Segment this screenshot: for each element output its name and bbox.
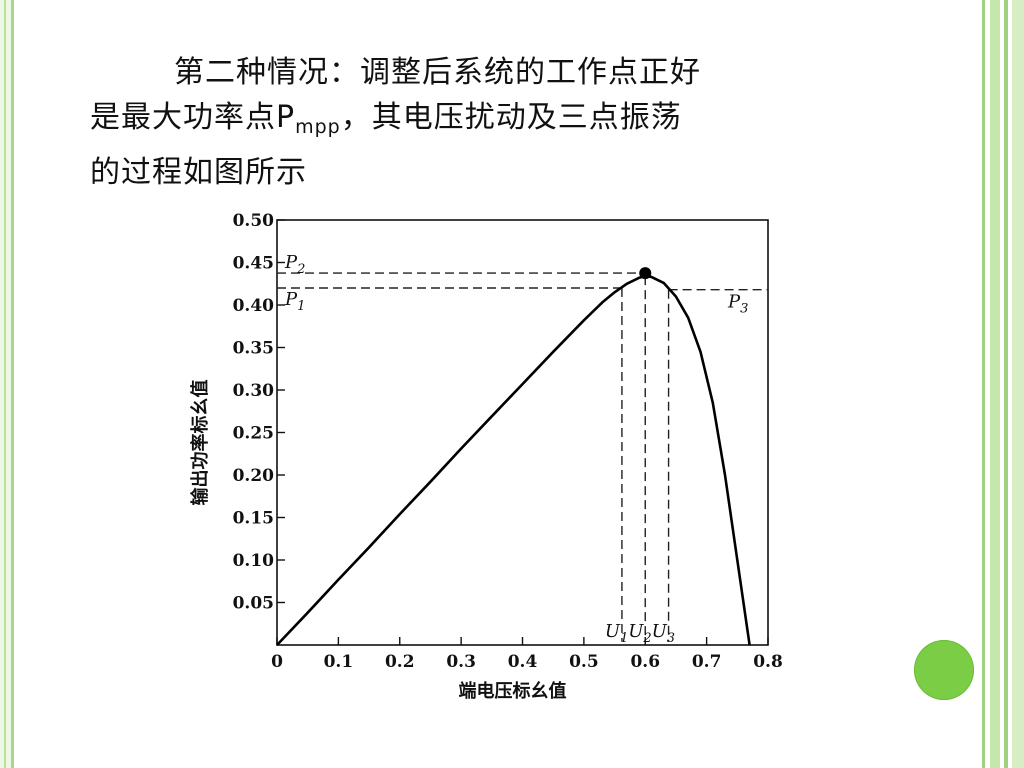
text-line-2: 是最大功率点Pmpp，其电压扰动及三点振荡 bbox=[90, 100, 682, 138]
x-tick-label: 0.8 bbox=[753, 652, 783, 672]
label-P3: P3 bbox=[727, 292, 748, 317]
label-U1: U1 bbox=[605, 621, 628, 646]
text-line-1: 第二种情况：调整后系统的工作点正好 bbox=[174, 55, 701, 90]
y-tick-label: 0.15 bbox=[233, 509, 274, 529]
plot-frame bbox=[276, 219, 769, 646]
y-tick-label: 0.10 bbox=[233, 551, 275, 571]
y-tick-label: 0.45 bbox=[233, 254, 274, 274]
x-tick-label: 0.7 bbox=[692, 652, 722, 672]
x-axis-label: 端电压标幺值 bbox=[459, 680, 567, 702]
y-tick-label: 0.35 bbox=[233, 339, 274, 359]
x-tick-label: 0.1 bbox=[324, 652, 354, 672]
y-tick-label: 0.50 bbox=[233, 211, 275, 231]
label-U3: U3 bbox=[652, 621, 675, 646]
y-tick-label: 0.25 bbox=[233, 424, 274, 444]
y-tick-label: 0.40 bbox=[233, 296, 275, 316]
text-line-3: 的过程如图所示 bbox=[90, 155, 307, 190]
mpp-point-marker bbox=[639, 267, 652, 280]
x-tick-label: 0.3 bbox=[446, 652, 476, 672]
y-tick-label: 0.20 bbox=[233, 466, 275, 486]
pv-power-voltage-chart: 0 0.1 0.2 0.3 0.4 0.5 0.6 0.7 0.8 0.05 0.10 0.15 0.2… bbox=[189, 211, 783, 702]
x-tick-label: 0 bbox=[271, 652, 283, 672]
label-U2: U2 bbox=[628, 621, 651, 646]
label-P1: P1 bbox=[284, 289, 305, 314]
y-tick-label: 0.30 bbox=[233, 381, 275, 401]
x-tick-label: 0.5 bbox=[569, 652, 599, 672]
x-tick-label: 0.6 bbox=[630, 652, 660, 672]
x-tick-label: 0.2 bbox=[385, 652, 415, 672]
right-border-decoration bbox=[976, 0, 1024, 768]
y-axis-label: 输出功率标幺值 bbox=[189, 380, 211, 506]
pv-curve-line bbox=[276, 274, 751, 646]
y-tick-label: 0.05 bbox=[233, 594, 274, 614]
x-tick-label: 0.4 bbox=[508, 652, 538, 672]
green-circle-decoration bbox=[914, 640, 974, 700]
label-P2: P2 bbox=[284, 252, 305, 277]
slide-text: 第二种情况：调整后系统的工作点正好 是最大功率点Pmpp，其电压扰动及三点振荡 … bbox=[90, 50, 850, 195]
left-border-decoration bbox=[0, 0, 14, 768]
